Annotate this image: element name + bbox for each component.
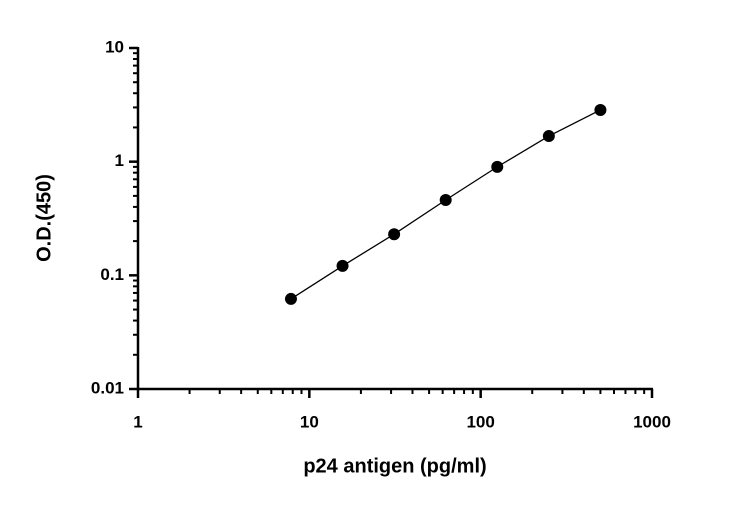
y-tick-label: 0.1 xyxy=(100,265,124,284)
x-tick-label: 10 xyxy=(300,412,319,431)
x-tick-label: 100 xyxy=(466,412,494,431)
y-tick-label: 10 xyxy=(105,37,124,56)
data-point xyxy=(542,130,555,143)
data-point xyxy=(594,103,607,116)
x-tick-label: 1 xyxy=(133,412,142,431)
data-point xyxy=(439,193,452,206)
data-point xyxy=(388,228,401,241)
x-tick-label: 1000 xyxy=(633,412,671,431)
y-axis-title: O.D.(450) xyxy=(33,174,55,262)
y-tick-label: 0.01 xyxy=(91,378,124,397)
data-point xyxy=(284,292,297,305)
data-point xyxy=(491,160,504,173)
y-tick-label: 1 xyxy=(115,151,124,170)
data-point xyxy=(336,259,349,272)
x-axis-title: p24 antigen (pg/ml) xyxy=(303,455,486,477)
